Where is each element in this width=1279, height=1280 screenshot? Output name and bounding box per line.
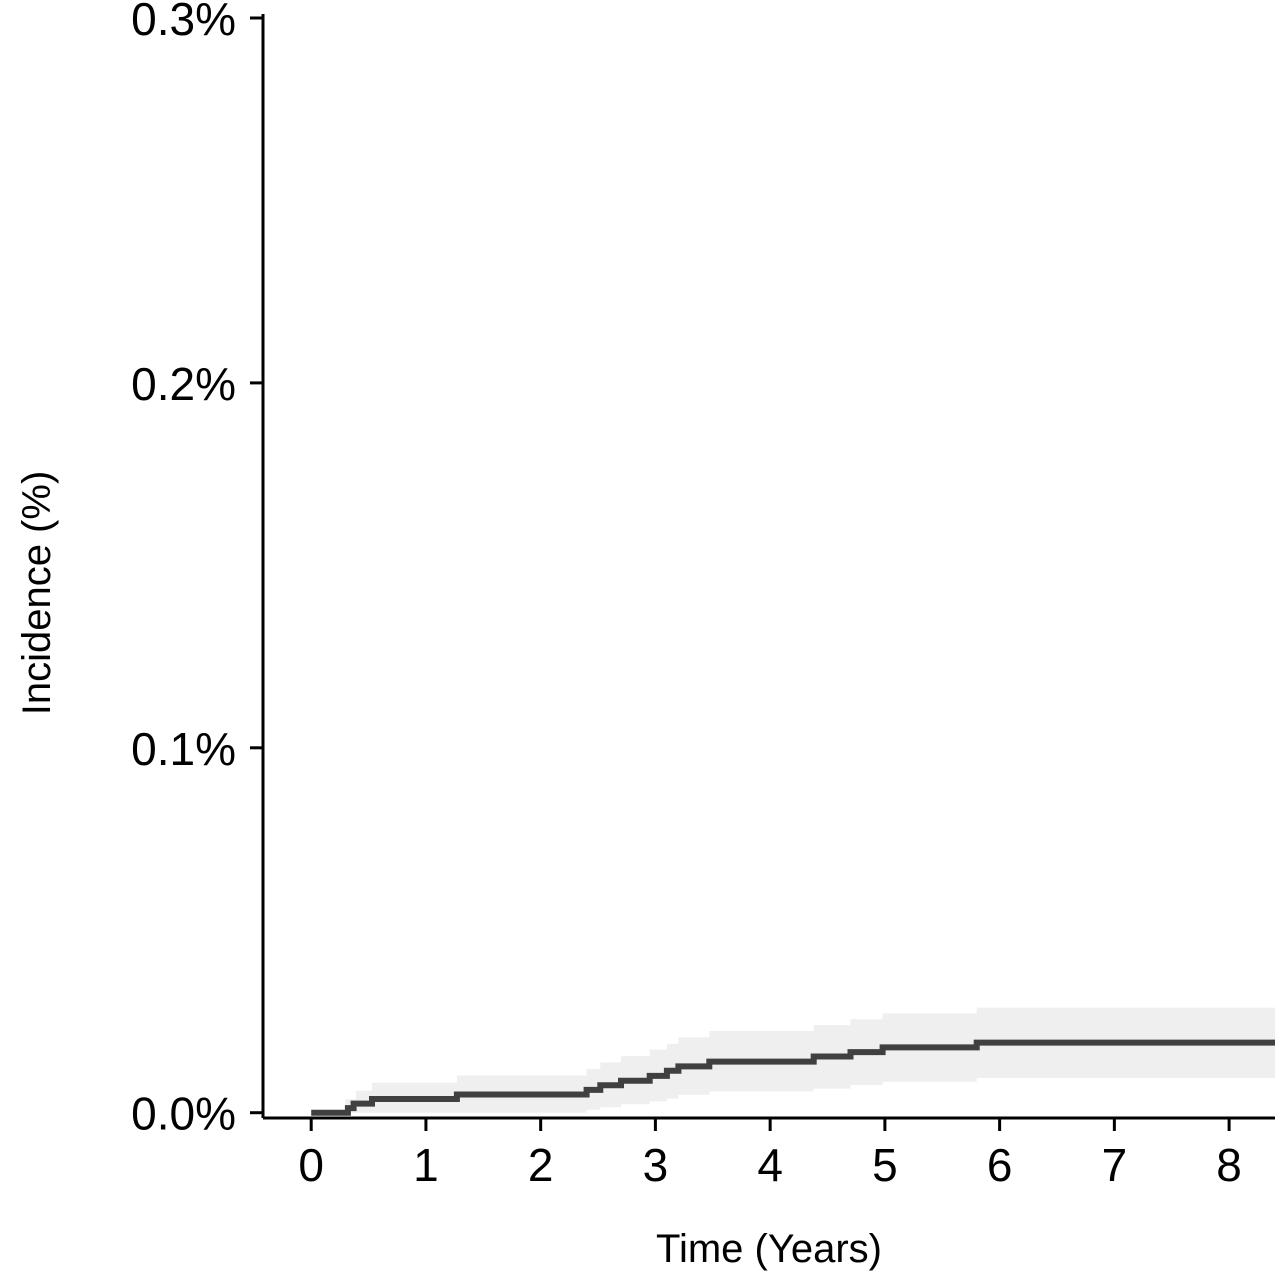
y-tick-label: 0.1% — [131, 723, 236, 775]
y-tick-label: 0.0% — [131, 1088, 236, 1140]
x-tick-label: 2 — [528, 1139, 554, 1191]
x-axis-ticks: 0 1 2 3 4 5 6 7 8 — [298, 1118, 1242, 1191]
x-tick-label: 6 — [987, 1139, 1013, 1191]
x-tick-label: 7 — [1102, 1139, 1128, 1191]
axes — [261, 14, 1275, 1120]
x-tick-label: 8 — [1216, 1139, 1242, 1191]
x-tick-label: 3 — [643, 1139, 669, 1191]
y-tick-label: 0.2% — [131, 358, 236, 410]
y-axis-title: Incidence (%) — [15, 471, 59, 716]
x-tick-label: 5 — [872, 1139, 898, 1191]
y-tick-label: 0.3% — [131, 0, 236, 45]
incidence-series — [311, 1039, 1275, 1116]
x-tick-label: 0 — [298, 1139, 324, 1191]
x-axis-title: Time (Years) — [656, 1227, 882, 1271]
x-tick-label: 1 — [413, 1139, 439, 1191]
y-axis-ticks: 0.0% 0.1% 0.2% 0.3% — [131, 0, 263, 1140]
x-tick-label: 4 — [757, 1139, 783, 1191]
incidence-step-line — [311, 1039, 1275, 1116]
